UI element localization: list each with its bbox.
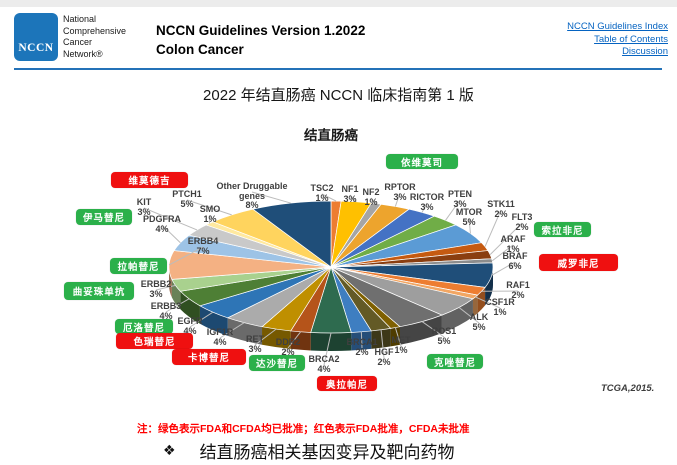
footer-caption-text: 结直肠癌相关基因变异及靶向药物 <box>199 443 455 462</box>
drug-pill: 厄洛替尼 <box>115 319 173 334</box>
diamond-bullet-icon: ❖ <box>163 442 176 458</box>
gene-label: ERBB2 3% <box>140 279 172 299</box>
page-title: NCCN Guidelines Version 1.2022 Colon Can… <box>156 21 365 59</box>
gene-label: RAF1 2% <box>506 280 530 300</box>
gene-label: NF1 3% <box>341 184 359 204</box>
brand-line: Network® <box>63 48 103 59</box>
gene-label: BRCA2 4% <box>308 354 340 374</box>
window-top-strip <box>0 0 677 7</box>
nccn-logo[interactable]: NCCN <box>14 13 58 61</box>
nccn-logo-text: NCCN <box>18 42 54 54</box>
gene-label: SMO 1% <box>199 204 221 224</box>
brand-line: National <box>63 14 97 24</box>
gene-label: BRAF 6% <box>502 251 528 271</box>
gene-label: PTEN 3% <box>447 189 473 209</box>
drug-pill: 克唑替尼 <box>427 354 483 369</box>
drug-pill: 达沙替尼 <box>249 355 305 371</box>
brand-line: Comprehensive <box>63 25 127 36</box>
gene-label: ERBB4 7% <box>187 236 219 256</box>
guidelines-version-title: NCCN Guidelines Version 1.2022 <box>156 23 366 38</box>
gene-label: EGFR 4% <box>177 316 203 336</box>
gene-label: NF2 1% <box>362 187 380 207</box>
gene-label: PTCH1 5% <box>172 189 202 209</box>
drug-pill: 曲妥珠单抗 <box>64 282 134 300</box>
drug-pill: 依维莫司 <box>386 154 458 169</box>
drug-pill: 色瑞替尼 <box>116 333 193 349</box>
gene-label: KIT 3% <box>136 197 152 217</box>
gene-label: ALK 5% <box>469 312 489 332</box>
gene-label: HGF 2% <box>374 347 394 367</box>
chart-citation: TCGA,2015. <box>601 383 655 394</box>
approval-color-note: 注：绿色表示FDA和CFDA均已批准；红色表示FDA批准，CFDA未批准 <box>137 423 470 435</box>
drug-pill: 拉帕替尼 <box>110 258 167 274</box>
gene-label: STK11 2% <box>487 199 515 219</box>
header-links: NCCN Guidelines Index Table of Contents … <box>567 21 668 59</box>
guidelines-cancer-title: Colon Cancer <box>156 42 244 57</box>
brand-line: Cancer <box>63 37 93 47</box>
gene-label: RPTOR 3% <box>384 182 416 202</box>
link-discussion[interactable]: Discussion <box>622 46 668 57</box>
gene-label: ROS1 5% <box>431 326 457 346</box>
drug-pill: 伊马替尼 <box>76 209 132 225</box>
link-table-of-contents[interactable]: Table of Contents <box>594 33 668 45</box>
drug-pill: 奥拉帕尼 <box>317 376 377 391</box>
gene-label: Other Druggable genes 8% <box>216 181 288 210</box>
gene-label: MET 1% <box>391 335 411 355</box>
gene-label: CSF1R 1% <box>485 297 515 317</box>
chart-title: 结直肠癌 <box>304 128 358 143</box>
gene-label: ERBB3 4% <box>150 301 182 321</box>
drug-pill: 威罗非尼 <box>539 254 618 271</box>
footer-caption: ❖ 结直肠癌相关基因变异及靶向药物 <box>163 438 455 463</box>
gene-label: IGF1R 4% <box>206 327 234 347</box>
gene-label: DDR2 2% <box>275 337 301 357</box>
drug-pill: 维莫德吉 <box>111 172 188 188</box>
gene-label: FLT3 2% <box>511 212 533 232</box>
drug-pill: 索拉非尼 <box>534 222 591 237</box>
gene-label: ARAF 1% <box>500 234 526 254</box>
gene-label: BRCA1 2% <box>346 337 378 357</box>
link-nccn-guidelines-index[interactable]: NCCN Guidelines Index <box>567 21 668 32</box>
gene-label: RICTOR 3% <box>409 192 445 212</box>
drug-pill: 卡博替尼 <box>172 349 246 365</box>
chinese-subtitle: 2022 年结直肠癌 NCCN 临床指南第 1 版 <box>203 87 474 104</box>
gene-label: RET 3% <box>246 334 264 354</box>
gene-label: MTOR 5% <box>455 207 483 227</box>
brand-text: National Comprehensive Cancer Network® <box>63 14 126 60</box>
header-divider <box>14 68 662 70</box>
gene-label: PDGFRA 4% <box>143 214 181 234</box>
gene-label: TSC2 1% <box>310 183 334 203</box>
